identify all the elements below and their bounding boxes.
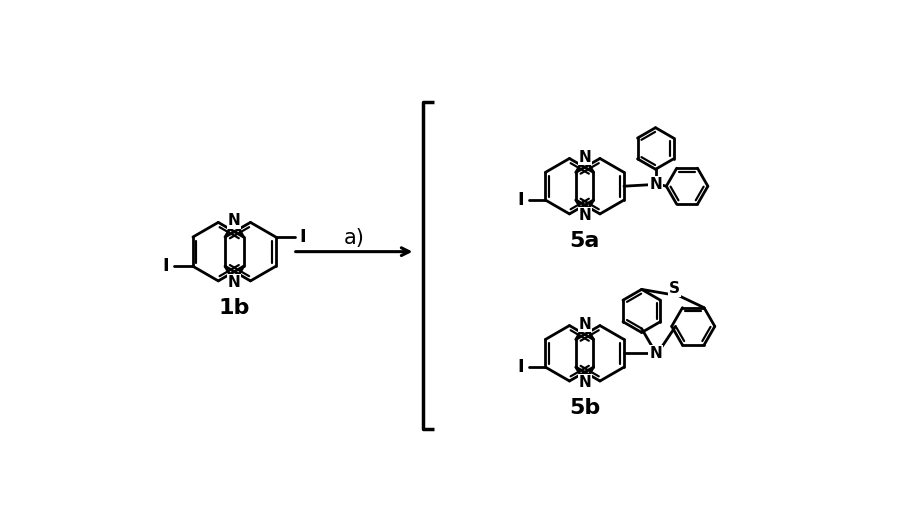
Text: N: N: [578, 375, 591, 390]
Text: N: N: [578, 208, 591, 223]
Text: N: N: [649, 177, 662, 192]
Text: I: I: [518, 191, 524, 209]
Text: 5b: 5b: [569, 398, 601, 418]
Text: 1b: 1b: [218, 298, 250, 318]
Text: N: N: [228, 214, 241, 228]
Text: 5a: 5a: [569, 231, 600, 251]
Text: N: N: [649, 346, 662, 361]
Text: N: N: [228, 275, 241, 290]
Text: N: N: [578, 317, 591, 332]
Text: S: S: [669, 281, 680, 296]
Text: I: I: [162, 257, 170, 275]
Text: I: I: [299, 228, 306, 246]
Text: a): a): [344, 228, 364, 248]
Text: I: I: [518, 358, 524, 376]
Text: N: N: [578, 150, 591, 165]
